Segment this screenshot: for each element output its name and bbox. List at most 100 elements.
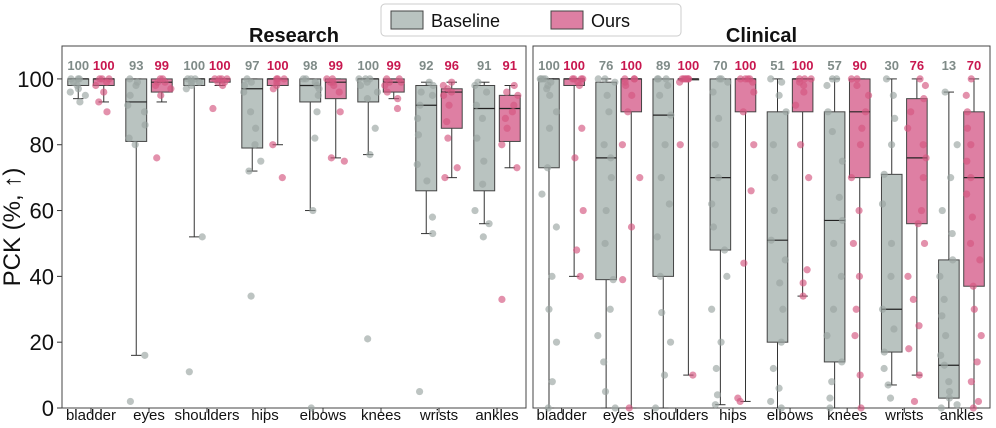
baseline-point: [428, 213, 437, 221]
ours-point: [618, 141, 627, 149]
panel-research: Research bladder 100 100 eyes 93 99 shoulders 10…: [61, 25, 527, 424]
y-tick-label-3: 60: [30, 199, 54, 224]
baseline-point: [775, 384, 783, 392]
baseline-point: [889, 91, 897, 99]
ours-point: [749, 78, 757, 86]
baseline-point: [413, 160, 421, 169]
baseline-point: [709, 88, 717, 96]
ours-point: [394, 95, 402, 103]
baseline-point: [709, 223, 718, 231]
baseline-point: [607, 174, 615, 182]
ours-point: [967, 174, 975, 182]
baseline-point: [824, 108, 832, 116]
ours-point: [157, 91, 165, 99]
baseline-point: [781, 256, 789, 264]
baseline-point: [302, 75, 310, 83]
panel-title: Clinical: [726, 25, 797, 47]
baseline-point: [777, 404, 785, 412]
ours-point: [963, 124, 972, 132]
ours-point: [853, 75, 861, 83]
baseline-box-wrists: [415, 84, 438, 192]
ours-point: [619, 276, 627, 284]
ours-point: [853, 81, 861, 90]
baseline-point: [552, 338, 561, 346]
baseline-median-label-wrists: 92: [419, 58, 433, 73]
x-tick-label-bladder: bladder: [537, 407, 587, 423]
y-tick-label-4: 80: [30, 133, 54, 158]
baseline-point: [355, 75, 363, 83]
baseline-point: [720, 246, 729, 254]
ours-point: [969, 404, 977, 412]
baseline-point: [247, 78, 255, 86]
baseline-point: [536, 75, 544, 83]
baseline-point: [124, 101, 132, 109]
baseline-point: [656, 91, 664, 99]
ours-point: [579, 206, 587, 215]
baseline-point: [141, 121, 149, 129]
baseline-point: [125, 134, 133, 142]
ours-median-label-hips: 100: [267, 58, 289, 73]
baseline-box-wrists: [880, 173, 903, 353]
baseline-point: [594, 75, 602, 83]
baseline-point: [937, 351, 945, 359]
ours-point: [800, 88, 808, 96]
baseline-point: [823, 332, 831, 340]
baseline-point: [552, 223, 560, 231]
baseline-median-label-knees: 100: [357, 58, 379, 73]
baseline-point: [311, 134, 319, 142]
ours-point: [681, 75, 689, 83]
y-tick-label-1: 20: [30, 330, 54, 355]
baseline-point: [187, 81, 196, 90]
baseline-point: [770, 206, 778, 215]
ours-point: [95, 98, 103, 106]
baseline-point: [252, 124, 260, 132]
baseline-point: [75, 75, 83, 83]
baseline-point: [314, 91, 322, 99]
baseline-point: [473, 134, 481, 142]
ours-point: [921, 81, 930, 90]
baseline-point: [947, 174, 955, 182]
ours-point: [444, 134, 452, 142]
ours-point: [503, 88, 511, 96]
ours-point: [393, 104, 402, 113]
baseline-point: [548, 272, 556, 280]
y-tick-label-2: 40: [30, 264, 54, 289]
baseline-point: [945, 378, 953, 386]
ours-median-label-ankles: 91: [503, 58, 517, 73]
baseline-point: [611, 78, 619, 86]
panel-frame: [532, 45, 991, 409]
ours-median-label-eyes: 100: [620, 58, 642, 73]
ours-median-label-hips: 100: [735, 58, 757, 73]
ours-median-label-shoulders: 100: [209, 58, 231, 73]
baseline-point: [415, 387, 424, 396]
ours-point: [962, 91, 970, 99]
baseline-point: [478, 114, 487, 122]
baseline-point: [880, 348, 888, 356]
baseline-point: [594, 332, 602, 340]
baseline-point: [708, 305, 716, 313]
baseline-point: [479, 180, 487, 188]
baseline-point: [480, 157, 488, 165]
ours-median-label-shoulders: 100: [678, 58, 700, 73]
baseline-point: [769, 364, 777, 373]
baseline-point: [880, 364, 888, 373]
baseline-point: [251, 141, 259, 149]
baseline-point: [945, 394, 953, 402]
baseline-point: [712, 364, 720, 373]
baseline-point: [767, 75, 775, 83]
baseline-point: [769, 141, 777, 149]
ours-point: [852, 305, 860, 313]
baseline-point: [949, 256, 957, 264]
baseline-point: [479, 233, 487, 241]
ours-point: [847, 174, 856, 182]
baseline-point: [830, 239, 838, 248]
baseline-point: [185, 368, 193, 376]
baseline-point: [953, 401, 961, 409]
baseline-point: [552, 108, 561, 116]
ours-point: [439, 91, 448, 99]
baseline-point: [76, 98, 84, 106]
baseline-point: [247, 292, 255, 300]
